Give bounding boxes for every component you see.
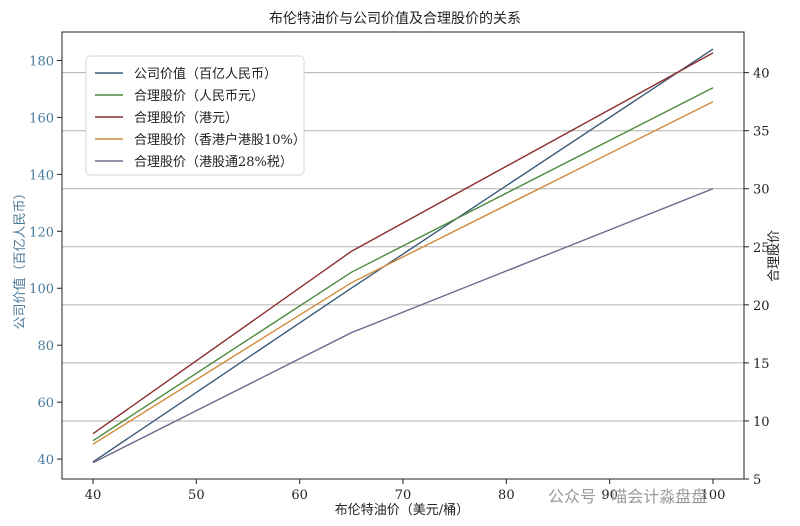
series-lines [92, 48, 714, 464]
right-y-tick-label-6: 35 [753, 125, 770, 140]
x-tick-label-6: 100 [701, 488, 726, 503]
left-y-tick-label-7: 180 [29, 54, 54, 69]
right-y-axis-label: 合理股价 [767, 230, 782, 282]
legend-label-2: 合理股价（港元） [134, 111, 238, 126]
right-y-tick-label-2: 15 [753, 357, 770, 372]
x-tick-label-4: 80 [498, 488, 515, 503]
series-line-1 [92, 87, 714, 442]
series-line-3 [92, 101, 714, 445]
right-y-tick-label-0: 5 [753, 473, 761, 488]
right-y-axis-ticks: 5 10 15 20 25 30 35 40 [744, 67, 770, 488]
left-y-axis-label: 公司价值（百亿人民币） [12, 186, 28, 329]
legend-label-0: 公司价值（百亿人民币） [134, 66, 277, 82]
watermark-text: 公众号 · 喵会计淼盘盘 [548, 487, 707, 506]
left-y-tick-label-4: 120 [29, 225, 54, 240]
left-y-tick-label-2: 80 [37, 339, 54, 354]
left-y-tick-label-5: 140 [29, 168, 54, 183]
series-line-4 [92, 188, 714, 464]
x-tick-label-3: 70 [395, 488, 412, 503]
right-y-tick-label-7: 40 [753, 67, 770, 82]
left-y-tick-label-3: 100 [29, 282, 54, 297]
left-y-axis-ticks: 40 60 80 100 120 140 160 180 [29, 54, 62, 468]
x-tick-label-5: 90 [601, 488, 618, 503]
left-y-tick-label-6: 160 [29, 111, 54, 126]
x-axis-label: 布伦特油价（美元/桶） [335, 503, 469, 518]
x-tick-label-2: 60 [291, 488, 308, 503]
legend-box [85, 55, 305, 176]
x-tick-label-1: 50 [188, 488, 205, 503]
legend-label-4: 合理股价（港股通28%税） [134, 155, 293, 170]
right-y-tick-label-1: 10 [753, 415, 770, 430]
right-y-tick-label-5: 30 [753, 183, 770, 198]
legend-label-3: 合理股价（香港户港股10%） [134, 132, 306, 148]
series-line-0 [92, 48, 714, 463]
right-y-tick-label-4: 25 [753, 241, 770, 256]
x-tick-label-0: 40 [85, 488, 102, 503]
chart-title: 布伦特油价与公司价值及合理股价的关系 [269, 11, 521, 27]
legend: 公司价值（百亿人民币） 合理股价（人民币元） 合理股价（港元） 合理股价（香港户港股1… [85, 55, 306, 176]
left-y-tick-label-1: 60 [37, 396, 54, 411]
legend-label-1: 合理股价（人民币元） [134, 89, 264, 104]
x-axis-ticks: 40 50 60 70 80 90 100 [85, 479, 726, 503]
series-line-2 [92, 52, 714, 435]
left-y-tick-label-0: 40 [37, 453, 54, 468]
right-y-tick-label-3: 20 [753, 299, 770, 314]
